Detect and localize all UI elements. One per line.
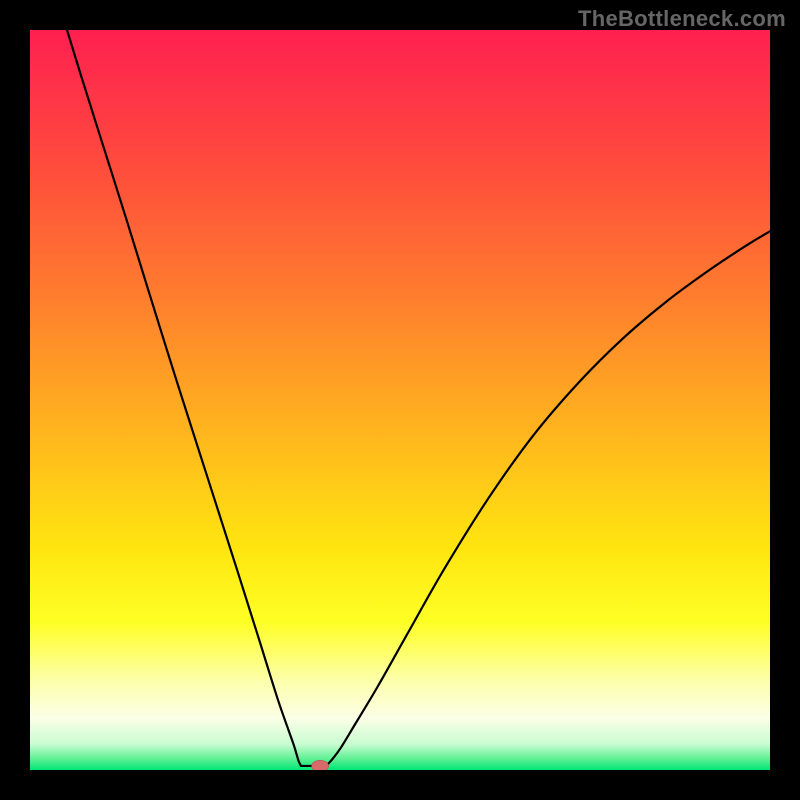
- chart-svg: [0, 0, 800, 800]
- plot-background: [30, 30, 770, 770]
- watermark-text: TheBottleneck.com: [578, 6, 786, 32]
- bottleneck-chart: TheBottleneck.com: [0, 0, 800, 800]
